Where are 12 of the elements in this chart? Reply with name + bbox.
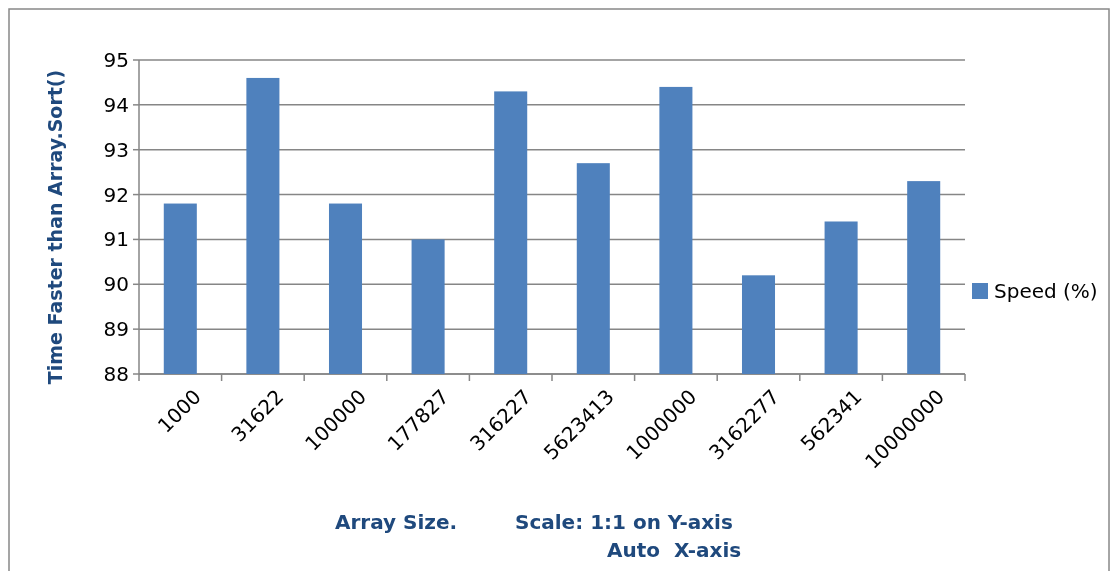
y-tick-label: 92 (103, 182, 129, 207)
y-tick-label: 93 (103, 137, 129, 162)
y-tick-label: 95 (103, 48, 129, 72)
y-tick-label: 90 (103, 272, 129, 297)
y-tick-label: 88 (103, 362, 129, 386)
y-tick-label: 91 (103, 227, 129, 252)
text: Scale: 1:1 on Y-axis Auto X-axis (515, 510, 742, 562)
x-axis-title: Array Size. (334, 510, 458, 534)
y-axis-title: Time Faster than Array.Sort() (44, 69, 66, 385)
y-tick-label: 89 (103, 317, 129, 342)
y-tick-label: 94 (103, 92, 129, 117)
legend-label: Speed (%) (994, 279, 1098, 303)
